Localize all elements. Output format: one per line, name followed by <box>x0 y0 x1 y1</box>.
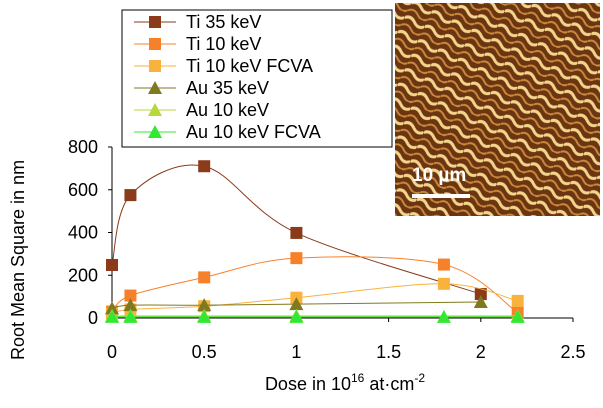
x-tick-label: 0 <box>107 342 117 362</box>
legend-label: Au 35 keV <box>186 78 269 98</box>
marker <box>149 60 161 72</box>
x-tick-label: 1 <box>291 342 301 362</box>
x-title-part: Dose in 10 <box>265 374 351 394</box>
legend-label: Au 10 keV <box>186 100 269 120</box>
legend-label: Ti 10 keV <box>186 34 261 54</box>
legend-label: Au 10 keV FCVA <box>186 122 321 142</box>
marker <box>198 271 210 283</box>
marker <box>290 227 302 239</box>
x-tick-label: 2.5 <box>560 342 585 362</box>
superscript: -2 <box>414 371 425 385</box>
marker <box>106 259 118 271</box>
marker <box>124 189 136 201</box>
x-tick-label: 2 <box>476 342 486 362</box>
legend-label: Ti 10 keV FCVA <box>186 56 313 76</box>
chart: 10 µm Root Mean Square in nm Dose in 101… <box>0 0 603 403</box>
y-tick-label: 800 <box>68 137 98 157</box>
marker <box>438 278 450 290</box>
series-line <box>112 284 518 314</box>
y-axis-title: Root Mean Square in nm <box>8 160 28 360</box>
y-tick-label: 600 <box>68 180 98 200</box>
x-title-part: at·cm <box>364 374 414 394</box>
superscript: 16 <box>351 371 365 385</box>
marker <box>290 252 302 264</box>
marker <box>512 295 524 307</box>
x-tick-label: 1.5 <box>376 342 401 362</box>
inset-label: 10 µm <box>412 165 466 186</box>
x-tick-label: 0.5 <box>192 342 217 362</box>
y-tick-label: 400 <box>68 223 98 243</box>
marker <box>149 16 161 28</box>
legend-label: Ti 35 keV <box>186 12 261 32</box>
marker <box>198 160 210 172</box>
marker <box>438 259 450 271</box>
x-axis-title: Dose in 1016 at·cm-2 <box>265 371 425 394</box>
y-tick-label: 0 <box>88 308 98 328</box>
marker <box>149 38 161 50</box>
y-tick-label: 200 <box>68 265 98 285</box>
